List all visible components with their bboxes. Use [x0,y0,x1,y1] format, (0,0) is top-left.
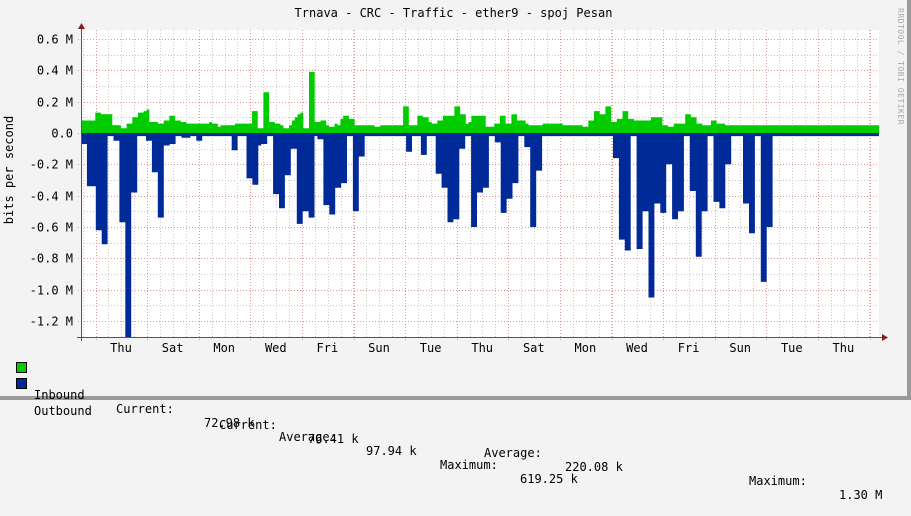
x-tick-label: Thu [833,341,855,355]
inbound-maximum-value: 619.25 k [520,472,578,486]
x-tick-label: Sun [729,341,751,355]
inbound-area [81,71,879,133]
y-tick-label: -0.4 M [30,190,73,204]
y-tick-label: -0.2 M [30,158,73,172]
y-tick-label: -1.2 M [30,315,73,329]
chart-title: Trnava - CRC - Traffic - ether9 - spoj P… [294,6,613,20]
outbound-average-value: 220.08 k [565,460,623,474]
inbound-average-value: 97.94 k [366,444,417,458]
y-axis-arrow-icon [78,23,85,29]
x-tick-label: Wed [626,341,648,355]
outbound-label: Outbound [34,404,92,418]
outbound-current-value: 76.41 k [308,432,359,446]
x-tick-label: Wed [265,341,287,355]
inbound-swatch-icon [16,362,27,373]
outbound-area [81,133,879,337]
y-tick-label: -0.8 M [30,252,73,266]
x-tick-label: Tue [781,341,803,355]
outbound-maximum-label: Maximum: [749,474,807,488]
inbound-label: Inbound [34,388,85,402]
x-tick-label: Mon [213,341,235,355]
x-tick-label: Thu [110,341,132,355]
legend-row-inbound: Inbound Current: 72.98 k Average: 97.94 … [0,360,578,486]
traffic-chart: 0.6 M 0.4 M 0.2 M 0.0 -0.2 M -0.4 M -0.6 M -0.8… [30,23,888,355]
legend-row-outbound: Outbound Current: 76.41 k Average: 220.0… [0,376,882,502]
y-tick-label: 0.0 [51,127,73,141]
x-tick-label: Sat [523,341,545,355]
y-tick-label: -0.6 M [30,221,73,235]
y-tick-label: -1.0 M [30,284,73,298]
x-tick-label: Sat [162,341,184,355]
x-axis-arrow-icon [882,334,888,341]
outbound-swatch-icon [16,378,27,389]
outbound-maximum-value: 1.30 M [839,488,883,502]
y-tick-label: 0.2 M [37,96,73,110]
x-tick-label: Thu [471,341,493,355]
rrdtool-watermark: RRDTOOL / TOBI OETIKER [896,8,905,125]
y-tick-label: 0.4 M [37,64,73,78]
outbound-average-label: Average: [484,446,542,460]
inbound-current-label: Current: [116,402,174,416]
y-tick-label: 0.6 M [37,33,73,47]
x-tick-label: Tue [420,341,442,355]
inbound-maximum-label: Maximum: [440,458,498,472]
x-tick-label: Mon [575,341,597,355]
x-tick-label: Fri [678,341,700,355]
x-tick-label: Fri [317,341,339,355]
outbound-current-label: Current: [219,418,277,432]
x-tick-label: Sun [368,341,390,355]
